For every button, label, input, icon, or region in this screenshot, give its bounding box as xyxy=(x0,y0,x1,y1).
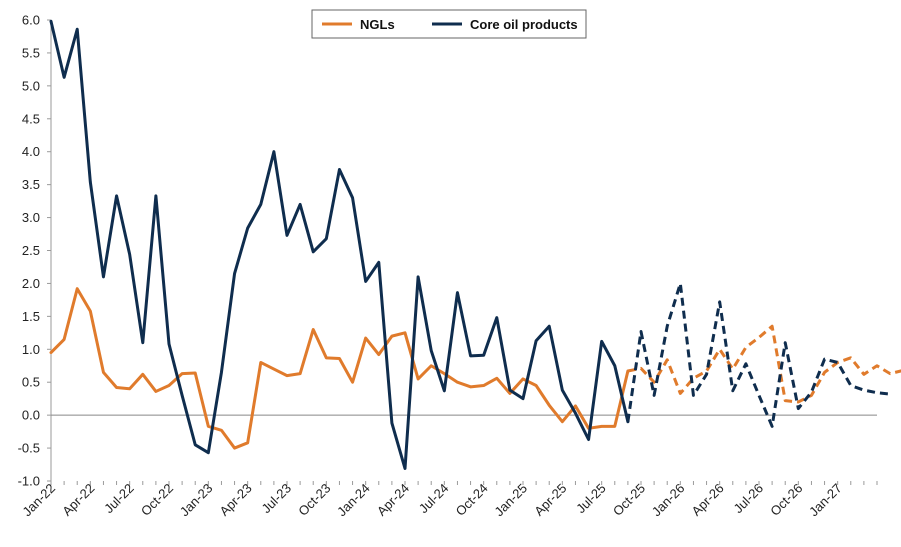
series-line-ngls xyxy=(49,287,630,450)
y-tick-label: 1.5 xyxy=(22,309,40,324)
x-tick-label: Jul-22 xyxy=(101,481,137,517)
series-forecast-line-core-oil-products xyxy=(626,281,891,428)
x-axis: Jan-22 Apr-22 Jul-22 Oct-22 Jan-23 Apr-23 Jul-… xyxy=(19,481,878,520)
x-tick-label: Apr-24 xyxy=(374,481,412,519)
x-tick-label: Oct-26 xyxy=(767,481,805,519)
y-tick-label: 2.5 xyxy=(22,243,40,258)
x-tick-label: Jul-26 xyxy=(730,481,766,517)
x-tick-label: Oct-23 xyxy=(295,481,333,519)
y-tick-label: 1.0 xyxy=(22,342,40,357)
y-tick-label: 5.5 xyxy=(22,45,40,60)
y-tick-label: 0.0 xyxy=(22,408,40,423)
legend-label-ngls: NGLs xyxy=(360,17,395,32)
x-tick-label: Jan-24 xyxy=(334,481,373,520)
y-tick-label: -0.5 xyxy=(18,441,40,456)
x-tick-label: Apr-26 xyxy=(689,481,727,519)
series-forecast-line-ngls xyxy=(627,324,901,404)
y-tick-label: -1.0 xyxy=(18,474,40,489)
x-tick-label: Apr-25 xyxy=(531,481,569,519)
x-tick-label: Apr-23 xyxy=(217,481,255,519)
series-line-core-oil-products xyxy=(49,19,630,470)
x-tick-label: Jan-25 xyxy=(491,481,530,520)
y-tick-label: 0.5 xyxy=(22,375,40,390)
x-tick-label: Jul-23 xyxy=(258,481,294,517)
y-tick-label: 3.5 xyxy=(22,177,40,192)
x-tick-label: Jan-23 xyxy=(177,481,216,520)
y-axis: 6.0 5.5 5.0 4.5 4.0 3.5 3.0 2.5 2.0 1.5 1.0 0.5 0.0 -… xyxy=(18,13,877,489)
y-tick-label: 2.0 xyxy=(22,276,40,291)
y-tick-label: 5.0 xyxy=(22,78,40,93)
y-tick-label: 3.0 xyxy=(22,210,40,225)
y-tick-label: 6.0 xyxy=(22,13,40,28)
x-tick-label: Apr-22 xyxy=(59,481,97,519)
series-layer xyxy=(49,19,901,470)
legend: NGLs Core oil products xyxy=(311,9,587,39)
x-tick-label: Oct-24 xyxy=(453,481,491,519)
x-tick-label: Jul-24 xyxy=(416,481,452,517)
x-tick-label: Jan-26 xyxy=(649,481,688,520)
y-tick-label: 4.5 xyxy=(22,111,40,126)
x-tick-label: Jan-27 xyxy=(806,481,845,520)
x-tick-label: Oct-25 xyxy=(610,481,648,519)
x-tick-label: Jul-25 xyxy=(573,481,609,517)
legend-label-core-oil-products: Core oil products xyxy=(470,17,578,32)
y-tick-label: 4.0 xyxy=(22,144,40,159)
x-tick-label: Oct-22 xyxy=(138,481,176,519)
